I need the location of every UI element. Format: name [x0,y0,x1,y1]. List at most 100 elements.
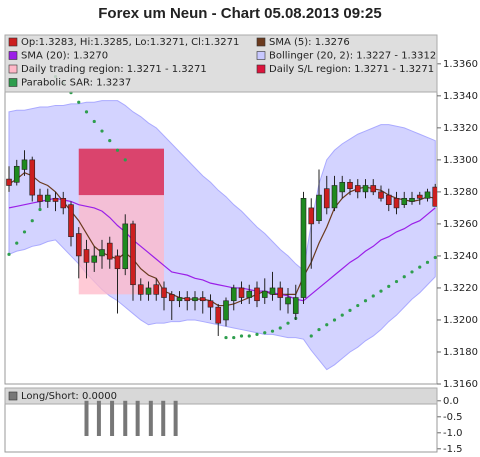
sar-dot [425,260,430,264]
candle-body [161,287,167,298]
candle-body [176,297,183,302]
candle-body [13,165,20,183]
legend-label: Bollinger (20, 2): 1.3227 - 1.3312 [269,51,436,62]
sar-dot [394,279,399,284]
bar [84,400,89,436]
y-tick-label: 1.3360 [443,59,478,70]
candle-body [269,287,276,295]
y-tick-label: 1.3160 [443,379,478,390]
y-tick-label: 1.3280 [443,187,478,198]
candle-body [207,300,214,308]
candle-body [192,297,198,302]
candle-body [122,223,129,270]
sar-dot [356,303,360,308]
legend-label: Long/Short: 0.0000 [21,391,117,402]
plot-content [6,75,437,371]
y-tick-label: -0.5 [443,412,463,423]
legend-label: SMA (5): 1.3276 [269,37,350,48]
candle-body [323,188,330,209]
sar-dot [30,219,34,223]
sar-dot [239,334,244,338]
candle-body [153,284,160,295]
sar-dot [418,265,422,269]
sar-dot [263,331,267,335]
bar [148,400,153,436]
sar-dot [38,207,42,212]
sar-dot [387,284,391,288]
candle-body [339,181,346,193]
candle-body [21,159,28,170]
indicator-line [8,197,436,302]
candle-body [285,297,291,305]
candle-body [331,185,338,209]
candle-body [168,294,175,302]
sar-dot [255,332,259,336]
candle-body [385,194,392,205]
y-tick-label: 1.3240 [443,251,478,262]
candle-body [75,233,82,257]
legend-label: Daily trading region: 1.3271 - 1.3271 [21,64,207,75]
candle-body [308,207,315,225]
sar-dot [402,275,406,279]
y-tick-label: 1.3340 [443,91,478,102]
candle-body [316,194,322,222]
candle-body [416,194,423,199]
sar-dot [325,323,329,327]
legend-swatch [256,64,266,74]
candle-body [409,197,415,202]
sar-dot [286,321,290,325]
candle-body [6,178,12,186]
sar-dot [15,241,19,245]
sar-dot [100,129,104,133]
candle-body [68,204,74,238]
candle-body [44,194,51,202]
sar-dot [7,252,11,256]
sar-dot [22,230,27,234]
candle-body [83,249,90,263]
sar-dot [348,308,352,312]
y-tick-label: 1.3180 [443,347,478,358]
sar-dot [232,335,236,340]
panel-legend-box [4,387,438,405]
candle-body [378,191,384,199]
candle-body [52,197,59,202]
bar [135,400,140,436]
sar-dot [332,318,337,322]
sar-dot [224,335,228,340]
y-tick-label: 0.0 [443,396,459,407]
candle-body [238,287,245,298]
bar [173,400,178,436]
y-tick-label: 1.3220 [443,283,478,294]
candle-body [99,249,105,257]
candle-body [223,300,229,321]
sar-dot [278,326,282,330]
sar-dot [371,294,375,298]
sar-dot [270,329,275,333]
legend-label: SMA (20): 1.3270 [21,51,108,62]
candle-body [215,306,222,324]
y-tick-label: 1.3300 [443,155,478,166]
y-tick-label: 1.3200 [443,315,478,326]
candle-body [184,297,191,302]
sar-dot [247,334,251,338]
chart-title: Forex um Neun - Chart 05.08.2013 09:25 [98,5,381,22]
region [78,195,164,295]
candle-body [362,185,369,193]
candle-body [91,255,98,263]
candle-body [246,290,253,298]
candle-body [37,194,43,202]
sar-dot [317,327,321,332]
y-tick-label: -1.0 [443,428,463,439]
legend-swatch [8,37,18,47]
candle-body [401,197,408,205]
candle-body [137,284,144,295]
candle-body [145,287,152,295]
y-axis: 1.3160 1.3180 1.3200 1.3220 1.3240 1.3260 1.32… [437,59,478,455]
legend-box [4,34,438,93]
bar [161,400,166,436]
candle-body [424,191,431,199]
sar-dot [92,119,96,124]
y-tick-label: 1.3320 [443,123,478,134]
